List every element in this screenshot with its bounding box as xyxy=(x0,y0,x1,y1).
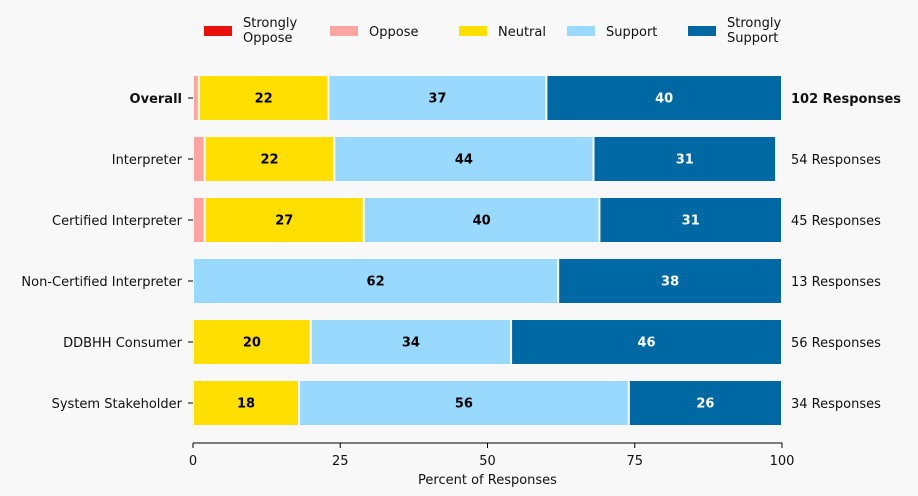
y-tick-label: Non-Certified Interpreter xyxy=(21,275,182,290)
bar-system-stakeholder-strongly-support xyxy=(627,379,783,427)
bar-interpreter-support xyxy=(333,135,595,183)
bar-value-label: 37 xyxy=(428,92,446,107)
bar-non-certified-interpreter-support xyxy=(192,257,560,305)
x-tick-label: 100 xyxy=(770,454,795,469)
bar-value-label: 22 xyxy=(255,92,273,107)
response-count-label: 34 Responses xyxy=(791,397,881,412)
bar-value-label: 22 xyxy=(261,153,279,168)
response-count-label: 54 Responses xyxy=(791,153,881,168)
y-tick-label: Certified Interpreter xyxy=(52,214,183,229)
legend-swatch-neutral xyxy=(459,26,487,36)
bar-value-label: 31 xyxy=(676,153,694,168)
bar-value-label: 18 xyxy=(237,397,255,412)
response-count-labels: 102 Responses 54 Responses 45 Responses 13 … xyxy=(791,92,901,412)
bar-value-label: 34 xyxy=(402,336,420,351)
bar-certified-interpreter-support xyxy=(362,196,601,244)
bar-system-stakeholder-neutral xyxy=(192,379,301,427)
bar-value-label: 44 xyxy=(455,153,473,168)
x-axis-title: Percent of Responses xyxy=(418,473,557,488)
x-tick-label: 25 xyxy=(332,454,349,469)
response-count-label: 45 Responses xyxy=(791,214,881,229)
response-count-label: 56 Responses xyxy=(791,336,881,351)
bar-value-label: 31 xyxy=(682,214,700,229)
legend-label-oppose: Oppose xyxy=(369,25,418,40)
bars: 22 37 40 22 44 31 27 40 31 62 38 20 34 46 18 56 26 xyxy=(192,74,784,427)
bar-ddbhh-consumer-support xyxy=(309,318,513,366)
bar-overall-strongly-support xyxy=(545,74,784,122)
bar-certified-interpreter-oppose xyxy=(192,196,206,244)
legend-swatch-support xyxy=(567,26,595,36)
bar-value-label: 27 xyxy=(275,214,293,229)
legend-swatch-strongly-oppose xyxy=(204,26,232,36)
bar-ddbhh-consumer-strongly-support xyxy=(510,318,783,366)
bar-certified-interpreter-neutral xyxy=(203,196,365,244)
bar-value-label: 38 xyxy=(661,275,679,290)
legend-label-strongly-support: Strongly Support xyxy=(727,16,781,46)
y-tick-label: System Stakeholder xyxy=(52,397,183,412)
y-tick-label: Interpreter xyxy=(112,153,183,168)
legend-swatch-strongly-support xyxy=(688,26,716,36)
bar-value-label: 56 xyxy=(455,397,473,412)
legend-label-neutral: Neutral xyxy=(498,25,546,40)
legend: Strongly Oppose Oppose Neutral Support Strong… xyxy=(204,16,781,46)
response-count-label: 102 Responses xyxy=(791,92,901,107)
x-tick-label: 50 xyxy=(479,454,496,469)
y-axis-labels: Overall Interpreter Certified Interpreter N… xyxy=(21,92,193,412)
y-tick-label: DDBHH Consumer xyxy=(63,336,183,351)
bar-value-label: 26 xyxy=(696,397,714,412)
bar-value-label: 40 xyxy=(473,214,491,229)
y-tick-label: Overall xyxy=(130,92,182,107)
legend-label-strongly-oppose: Strongly Oppose xyxy=(243,16,297,46)
x-tick-label: 0 xyxy=(189,454,197,469)
bar-value-label: 20 xyxy=(243,336,261,351)
bar-non-certified-interpreter-strongly-support xyxy=(557,257,783,305)
bar-overall-support xyxy=(327,74,548,122)
legend-label-support: Support xyxy=(606,25,657,40)
response-count-label: 13 Responses xyxy=(791,275,881,290)
bar-interpreter-oppose xyxy=(192,135,206,183)
bar-interpreter-strongly-support xyxy=(592,135,778,183)
bar-ddbhh-consumer-neutral xyxy=(192,318,312,366)
x-axis: 0 25 50 75 100 xyxy=(189,442,795,469)
legend-swatch-oppose xyxy=(330,26,358,36)
bar-certified-interpreter-strongly-support xyxy=(598,196,783,244)
x-tick-label: 75 xyxy=(626,454,643,469)
bar-value-label: 62 xyxy=(367,275,385,290)
bar-value-label: 46 xyxy=(637,336,655,351)
bar-value-label: 40 xyxy=(655,92,673,107)
